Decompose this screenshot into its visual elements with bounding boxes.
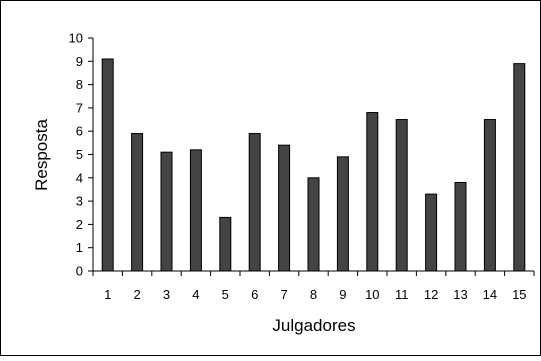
y-tick-label: 4 bbox=[76, 170, 83, 185]
bar-14 bbox=[483, 119, 496, 272]
bar-7 bbox=[278, 144, 291, 272]
bar-5 bbox=[219, 216, 232, 272]
bar-3 bbox=[160, 151, 173, 272]
bar-13 bbox=[454, 181, 467, 272]
bar-2 bbox=[131, 133, 144, 272]
x-tick-label: 5 bbox=[222, 287, 229, 302]
x-axis-title: Julgadores bbox=[272, 316, 355, 335]
x-axis: 1 2 3 4 5 6 7 8 9 10 11 12 13 14 15 bbox=[92, 270, 535, 302]
x-tick-label: 3 bbox=[163, 287, 170, 302]
x-tick-label: 1 bbox=[104, 287, 111, 302]
x-tick-label: 4 bbox=[192, 287, 199, 302]
x-tick-label: 14 bbox=[483, 287, 497, 302]
y-axis-title: Resposta bbox=[32, 119, 51, 191]
bar-12 bbox=[425, 193, 438, 272]
x-tick-label: 15 bbox=[512, 287, 526, 302]
y-tick-label: 8 bbox=[76, 77, 83, 92]
x-tick-label: 9 bbox=[339, 287, 346, 302]
y-tick-label: 3 bbox=[76, 194, 83, 209]
x-tick-label: 6 bbox=[251, 287, 258, 302]
x-tick-label: 8 bbox=[310, 287, 317, 302]
bar-10 bbox=[366, 112, 379, 272]
x-tick-label: 11 bbox=[395, 287, 409, 302]
y-tick-label: 2 bbox=[76, 217, 83, 232]
bar-15 bbox=[513, 63, 526, 272]
x-tick-label: 13 bbox=[453, 287, 467, 302]
bar-8 bbox=[307, 177, 320, 272]
y-tick-label: 7 bbox=[76, 100, 83, 115]
x-tick-label: 2 bbox=[133, 287, 140, 302]
y-tick-label: 1 bbox=[76, 240, 83, 255]
x-tick-label: 10 bbox=[365, 287, 379, 302]
y-axis: 0 1 2 3 4 5 6 7 8 9 10 bbox=[69, 31, 94, 279]
x-tick-label: 7 bbox=[280, 287, 287, 302]
y-tick-label: 5 bbox=[76, 147, 83, 162]
y-tick-label: 9 bbox=[76, 54, 83, 69]
x-tick-label: 12 bbox=[424, 287, 438, 302]
bar-11 bbox=[395, 119, 408, 272]
bar-6 bbox=[248, 133, 261, 272]
bar-9 bbox=[336, 156, 349, 272]
y-tick-label: 10 bbox=[69, 31, 83, 46]
bar-1 bbox=[101, 58, 114, 272]
y-tick-label: 0 bbox=[76, 264, 83, 279]
y-tick-label: 6 bbox=[76, 124, 83, 139]
bar-4 bbox=[189, 149, 202, 272]
